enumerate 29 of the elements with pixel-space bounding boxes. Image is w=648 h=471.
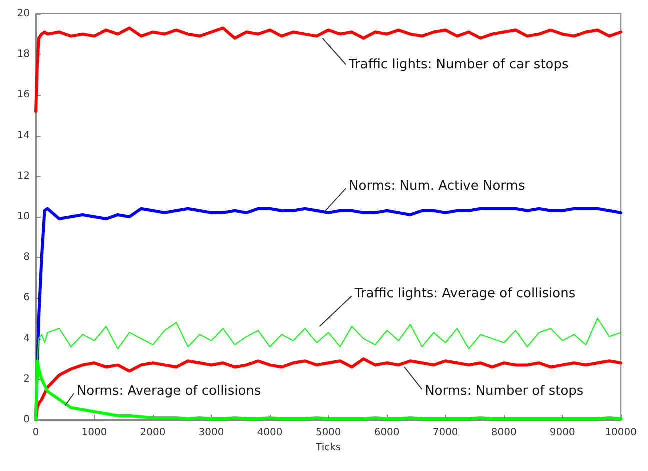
x-tick-label: 0 <box>32 428 40 438</box>
line-series <box>34 26 623 113</box>
x-tick-label: 2000 <box>140 428 166 438</box>
y-tick-label: 12 <box>17 170 30 182</box>
y-tick-label: 0 <box>24 414 30 426</box>
series-label: Traffic lights: Average of collisions <box>354 286 576 302</box>
series-label: Norms: Number of stops <box>425 384 584 400</box>
series-label: Norms: Average of collisions <box>76 384 262 400</box>
y-tick-label: 16 <box>17 90 30 101</box>
x-tick-label: 4000 <box>257 428 283 438</box>
y-tick-label: 2 <box>24 374 30 385</box>
y-tick-label: 18 <box>17 49 30 60</box>
x-tick-label: 9000 <box>550 428 576 438</box>
y-tick-label: 10 <box>17 212 30 222</box>
x-tick-label: 10000 <box>605 428 637 438</box>
x-tick-label: 7000 <box>432 428 458 438</box>
series-label: Norms: Num. Active Norms <box>349 179 526 194</box>
x-tick-label: 1000 <box>82 428 108 438</box>
y-tick-label: 4 <box>24 333 30 344</box>
y-tick-label: 14 <box>17 130 30 142</box>
x-tick-label: 3000 <box>198 428 224 438</box>
x-tick-label: 8000 <box>491 428 517 438</box>
x-axis-title: Ticks <box>315 442 342 454</box>
x-tick-label: 6000 <box>374 428 400 438</box>
y-tick-label: 6 <box>24 292 30 304</box>
y-tick-label: 8 <box>24 252 30 264</box>
y-tick-label: 20 <box>17 8 30 20</box>
x-tick-label: 5000 <box>316 428 342 438</box>
series-label: Traffic lights: Number of car stops <box>348 57 569 72</box>
